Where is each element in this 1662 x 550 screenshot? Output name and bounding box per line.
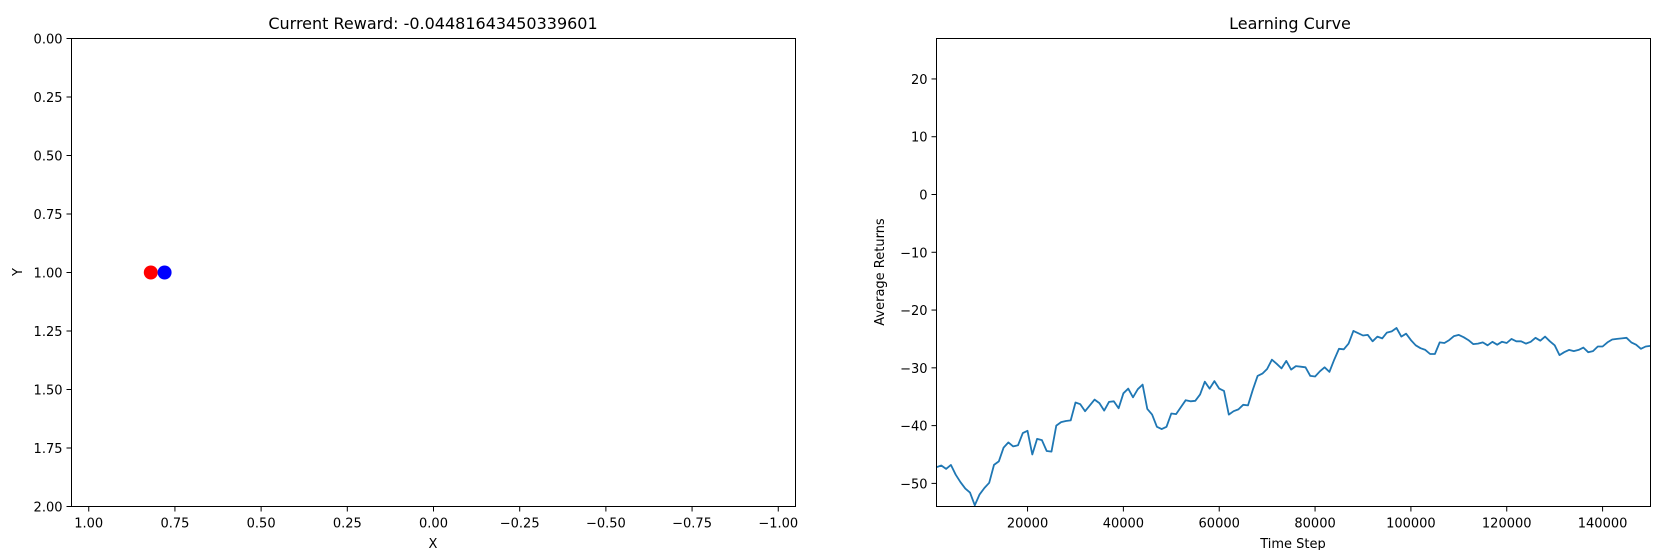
scatter-point (157, 265, 172, 280)
scatter-title: Current Reward: -0.04481643450339601 (268, 14, 597, 33)
scatter-points (143, 265, 172, 280)
y-tick-label: 0 (919, 189, 927, 204)
x-tick-label: 0.00 (419, 517, 448, 532)
scatter-y-ticks: 0.00 0.25 0.50 0.75 1.00 1.25 1.50 1.75 2.00 (34, 33, 72, 516)
scatter-point (143, 265, 158, 280)
y-tick-label: 10 (911, 131, 928, 146)
y-tick-label: 0.00 (34, 33, 63, 48)
scatter-subplot: Current Reward: -0.04481643450339601 1.0… (11, 14, 798, 550)
y-tick-label: 0.50 (34, 150, 63, 165)
y-tick-label: −30 (900, 362, 927, 377)
x-tick-label: 80000 (1294, 517, 1335, 532)
scatter-x-label: X (429, 537, 438, 550)
y-tick-label: 1.75 (34, 442, 63, 457)
x-tick-label: 20000 (1007, 517, 1048, 532)
y-tick-label: −20 (900, 304, 927, 319)
x-tick-label: −1.00 (758, 517, 798, 532)
x-tick-label: 0.50 (247, 517, 276, 532)
learning-curve-axes-frame (936, 38, 1651, 507)
learning-curve-x-label: Time Step (1259, 537, 1326, 550)
y-tick-label: 0.75 (34, 208, 63, 223)
x-tick-label: 60000 (1199, 517, 1240, 532)
x-tick-label: 0.75 (160, 517, 189, 532)
learning-curve-title: Learning Curve (1229, 14, 1351, 33)
y-tick-label: 1.50 (34, 384, 63, 399)
learning-curve-y-ticks: 20 10 0 −10 −20 −30 −40 −50 (900, 73, 937, 492)
x-tick-label: 140000 (1578, 517, 1628, 532)
x-tick-label: 120000 (1482, 517, 1532, 532)
x-tick-label: −0.50 (586, 517, 626, 532)
scatter-axes-frame (71, 38, 796, 507)
x-tick-label: 100000 (1386, 517, 1436, 532)
scatter-x-ticks: 1.00 0.75 0.50 0.25 0.00 −0.25 −0.50 −0.75 −1.00 (74, 506, 798, 532)
y-tick-label: −50 (900, 477, 927, 492)
y-tick-label: −40 (900, 420, 927, 435)
y-tick-label: 2.00 (34, 501, 63, 516)
learning-curve-y-label: Average Returns (873, 218, 888, 326)
learning-curve-series-line (936, 327, 1651, 507)
x-tick-label: 40000 (1103, 517, 1144, 532)
x-tick-label: 1.00 (74, 517, 103, 532)
scatter-y-label: Y (11, 268, 26, 277)
learning-curve-subplot: Learning Curve 20000 40000 60000 80000 10000… (873, 14, 1651, 550)
x-tick-label: −0.25 (500, 517, 540, 532)
y-tick-label: 1.25 (34, 325, 63, 340)
y-tick-label: −10 (900, 246, 927, 261)
y-tick-label: 20 (911, 73, 928, 88)
y-tick-label: 1.00 (34, 267, 63, 282)
y-tick-label: 0.25 (34, 91, 63, 106)
x-tick-label: 0.25 (333, 517, 362, 532)
x-tick-label: −0.75 (672, 517, 712, 532)
learning-curve-x-ticks: 20000 40000 60000 80000 100000 120000 140000 (1007, 506, 1628, 532)
